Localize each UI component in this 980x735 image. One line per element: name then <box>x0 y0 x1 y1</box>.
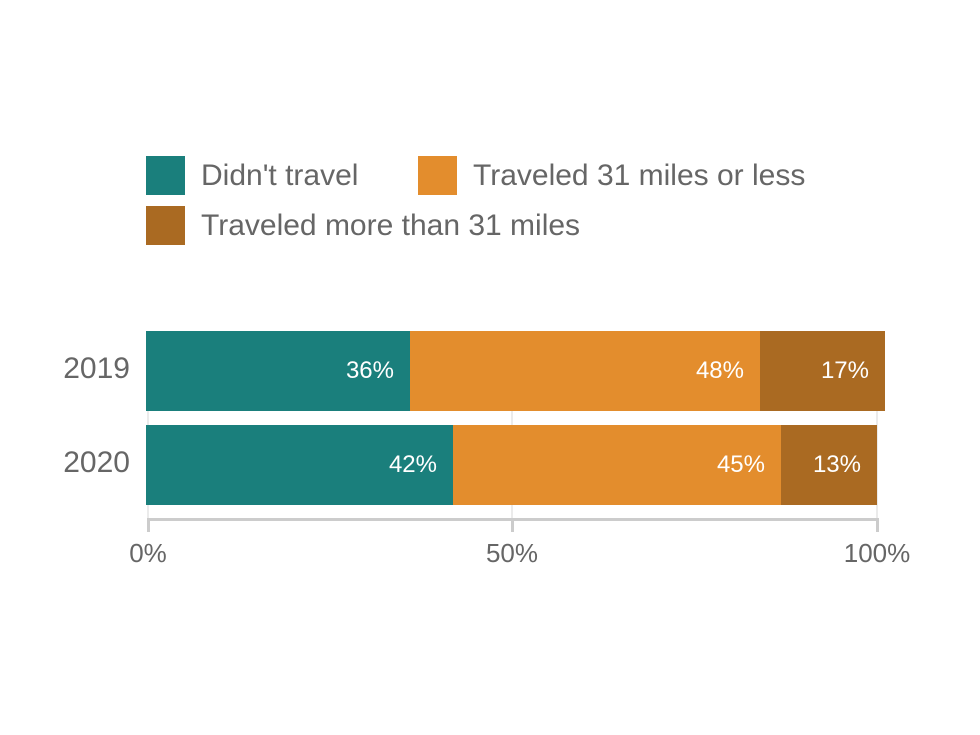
gridline-100 <box>876 331 878 519</box>
data-label: 36% <box>345 357 394 384</box>
data-label: 42% <box>388 451 437 478</box>
data-label: 13% <box>812 451 861 478</box>
bar-segment-31-or-less: 48% <box>410 331 760 411</box>
data-label: 17% <box>820 357 869 384</box>
x-tick-label-100: 100% <box>843 538 911 568</box>
legend-item-more-than-31: Traveled more than 31 miles <box>146 206 580 245</box>
legend-swatch-didnt-travel <box>146 156 185 195</box>
x-tick-100 <box>876 518 879 532</box>
bar-segment-didnt-travel: 36% <box>146 331 410 411</box>
legend-label: Traveled 31 miles or less <box>473 158 806 192</box>
legend-item-31-or-less: Traveled 31 miles or less <box>418 156 805 195</box>
bar-segment-more-than-31: 17% <box>760 331 885 411</box>
bar-segment-didnt-travel: 42% <box>146 425 453 505</box>
bar-2020: 42% 45% 13% <box>146 425 877 505</box>
bar-segment-more-than-31: 13% <box>781 425 877 505</box>
legend-swatch-more-than-31 <box>146 206 185 245</box>
x-tick-label-0: 0% <box>129 538 167 568</box>
data-label: 45% <box>716 451 765 478</box>
x-tick-50 <box>511 518 514 532</box>
legend-label: Didn't travel <box>201 158 359 192</box>
legend-swatch-31-or-less <box>418 156 457 195</box>
y-label-2020: 2020 <box>63 446 130 479</box>
data-label: 48% <box>695 357 744 384</box>
bar-2019: 36% 48% 17% <box>146 331 885 411</box>
y-label-2019: 2019 <box>63 352 130 385</box>
x-tick-0 <box>147 518 150 532</box>
bar-segment-31-or-less: 45% <box>453 425 781 505</box>
legend-item-didnt-travel: Didn't travel <box>146 156 358 195</box>
x-tick-label-50: 50% <box>485 538 539 568</box>
legend-label: Traveled more than 31 miles <box>201 208 581 242</box>
